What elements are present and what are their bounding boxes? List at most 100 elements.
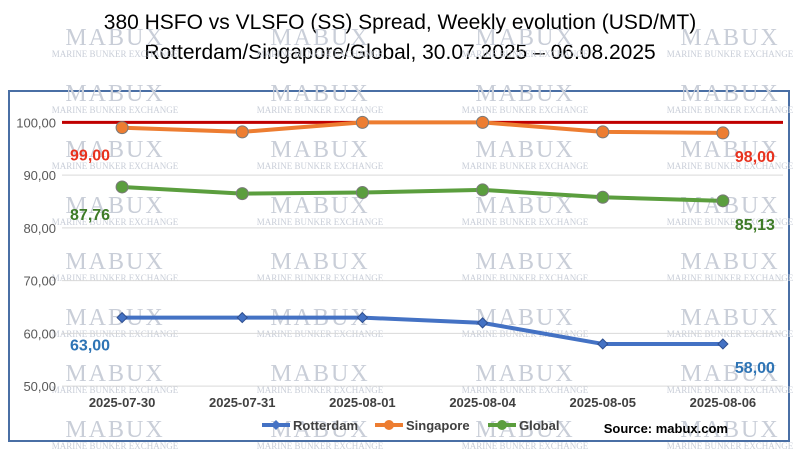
- watermark-brand: MABUX: [65, 193, 164, 219]
- watermark-tagline: MARINE BUNKER EXCHANGE: [462, 273, 589, 283]
- x-tick-label: 2025-08-06: [690, 395, 757, 410]
- watermark-brand: MABUX: [475, 25, 574, 51]
- watermark-tagline: MARINE BUNKER EXCHANGE: [257, 385, 384, 395]
- x-tick-label: 2025-07-30: [89, 395, 156, 410]
- watermark-brand: MABUX: [680, 305, 779, 331]
- watermark-brand: MABUX: [270, 193, 369, 219]
- y-tick-label: 60,00: [23, 326, 56, 341]
- data-label-end-global: 85,13: [735, 217, 775, 234]
- y-tick-label: 100,00: [16, 115, 56, 130]
- source-note: Source: mabux.com: [604, 421, 728, 436]
- watermark-brand: MABUX: [475, 81, 574, 107]
- data-label-start-global: 87,76: [70, 207, 110, 224]
- watermark-tagline: MARINE BUNKER EXCHANGE: [667, 441, 794, 450]
- data-label-start-singapore: 99,00: [70, 148, 110, 165]
- data-point-global: [235, 187, 249, 201]
- data-point-global: [476, 183, 490, 197]
- y-tick-label: 90,00: [23, 168, 56, 183]
- watermark-tagline: MARINE BUNKER EXCHANGE: [257, 161, 384, 171]
- legend-marker-global: [497, 420, 507, 430]
- legend-marker-singapore: [384, 420, 394, 430]
- x-tick-label: 2025-08-01: [329, 395, 396, 410]
- watermark-tagline: MARINE BUNKER EXCHANGE: [52, 161, 179, 171]
- data-point-rotterdam: [717, 338, 729, 350]
- watermark-tagline: MARINE BUNKER EXCHANGE: [462, 329, 589, 339]
- legend-label-rotterdam: Rotterdam: [293, 418, 358, 433]
- data-point-singapore: [355, 115, 369, 129]
- watermark-tagline: MARINE BUNKER EXCHANGE: [462, 49, 589, 59]
- watermark-tagline: MARINE BUNKER EXCHANGE: [257, 273, 384, 283]
- data-point-rotterdam: [597, 338, 609, 350]
- legend-marker-rotterdam: [271, 420, 281, 430]
- watermark-brand: MABUX: [680, 193, 779, 219]
- data-point-singapore: [115, 121, 129, 135]
- watermark-tagline: MARINE BUNKER EXCHANGE: [52, 385, 179, 395]
- watermark-brand: MABUX: [680, 25, 779, 51]
- watermark-brand: MABUX: [680, 417, 779, 443]
- watermark-brand: MABUX: [270, 137, 369, 163]
- watermark-tagline: MARINE BUNKER EXCHANGE: [462, 105, 589, 115]
- watermark-tagline: MARINE BUNKER EXCHANGE: [52, 273, 179, 283]
- watermark-tagline: MARINE BUNKER EXCHANGE: [667, 217, 794, 227]
- watermark-brand: MABUX: [270, 25, 369, 51]
- data-point-singapore: [476, 115, 490, 129]
- watermark-tagline: MARINE BUNKER EXCHANGE: [667, 105, 794, 115]
- watermark-brand: MABUX: [270, 249, 369, 275]
- x-tick-label: 2025-08-04: [449, 395, 516, 410]
- watermark-tagline: MARINE BUNKER EXCHANGE: [257, 105, 384, 115]
- watermark-brand: MABUX: [475, 417, 574, 443]
- watermark-brand: MABUX: [680, 249, 779, 275]
- watermark-tagline: MARINE BUNKER EXCHANGE: [257, 441, 384, 450]
- watermark-brand: MABUX: [680, 361, 779, 387]
- legend-label-singapore: Singapore: [406, 418, 470, 433]
- watermark-brand: MABUX: [65, 25, 164, 51]
- data-label-start-rotterdam: 63,00: [70, 338, 110, 355]
- data-point-rotterdam: [236, 311, 248, 324]
- x-tick-label: 2025-08-05: [570, 395, 637, 410]
- legend-label-global: Global: [519, 418, 559, 433]
- watermark-tagline: MARINE BUNKER EXCHANGE: [462, 161, 589, 171]
- series-line-rotterdam: [122, 315, 723, 346]
- watermark-brand: MABUX: [65, 417, 164, 443]
- watermark-brand: MABUX: [475, 137, 574, 163]
- chart-title: 380 HSFO vs VLSFO (SS) Spread, Weekly ev…: [103, 11, 697, 34]
- watermark-brand: MABUX: [680, 81, 779, 107]
- watermark-brand: MABUX: [475, 305, 574, 331]
- watermark-tagline: MARINE BUNKER EXCHANGE: [52, 329, 179, 339]
- watermark-tagline: MARINE BUNKER EXCHANGE: [462, 385, 589, 395]
- series-line-singapore: [122, 120, 723, 135]
- watermark-brand: MABUX: [475, 361, 574, 387]
- x-tick-label: 2025-07-31: [209, 395, 276, 410]
- watermark-tagline: MARINE BUNKER EXCHANGE: [52, 441, 179, 450]
- data-point-global: [355, 186, 369, 200]
- data-point-singapore: [716, 126, 730, 140]
- data-point-global: [716, 194, 730, 208]
- y-tick-label: 80,00: [23, 221, 56, 236]
- watermark-tagline: MARINE BUNKER EXCHANGE: [52, 217, 179, 227]
- watermark-tagline: MARINE BUNKER EXCHANGE: [52, 105, 179, 115]
- data-label-end-rotterdam: 58,00: [735, 360, 775, 377]
- watermark-tagline: MARINE BUNKER EXCHANGE: [667, 385, 794, 395]
- watermark-brand: MABUX: [65, 249, 164, 275]
- data-point-rotterdam: [356, 311, 369, 324]
- watermark-brand: MABUX: [475, 193, 574, 219]
- watermark-brand: MABUX: [65, 81, 164, 107]
- watermark-brand: MABUX: [475, 249, 574, 275]
- chart-frame: [8, 90, 790, 442]
- watermark-tagline: MARINE BUNKER EXCHANGE: [667, 273, 794, 283]
- data-point-global: [115, 180, 129, 194]
- watermark-brand: MABUX: [65, 361, 164, 387]
- data-label-end-singapore: 98,00: [735, 149, 775, 166]
- series-line-global: [121, 184, 723, 203]
- y-tick-label: 70,00: [23, 274, 56, 289]
- watermark-brand: MABUX: [270, 361, 369, 387]
- watermark-brand: MABUX: [270, 417, 369, 443]
- data-point-singapore: [596, 125, 610, 139]
- data-point-rotterdam: [476, 317, 489, 329]
- data-point-global: [596, 190, 610, 204]
- watermark-tagline: MARINE BUNKER EXCHANGE: [462, 217, 589, 227]
- chart-subtitle: Rotterdam/Singapore/Global, 30.07.2025 –…: [144, 41, 656, 64]
- watermark-tagline: MARINE BUNKER EXCHANGE: [667, 49, 794, 59]
- watermark-brand: MABUX: [680, 137, 779, 163]
